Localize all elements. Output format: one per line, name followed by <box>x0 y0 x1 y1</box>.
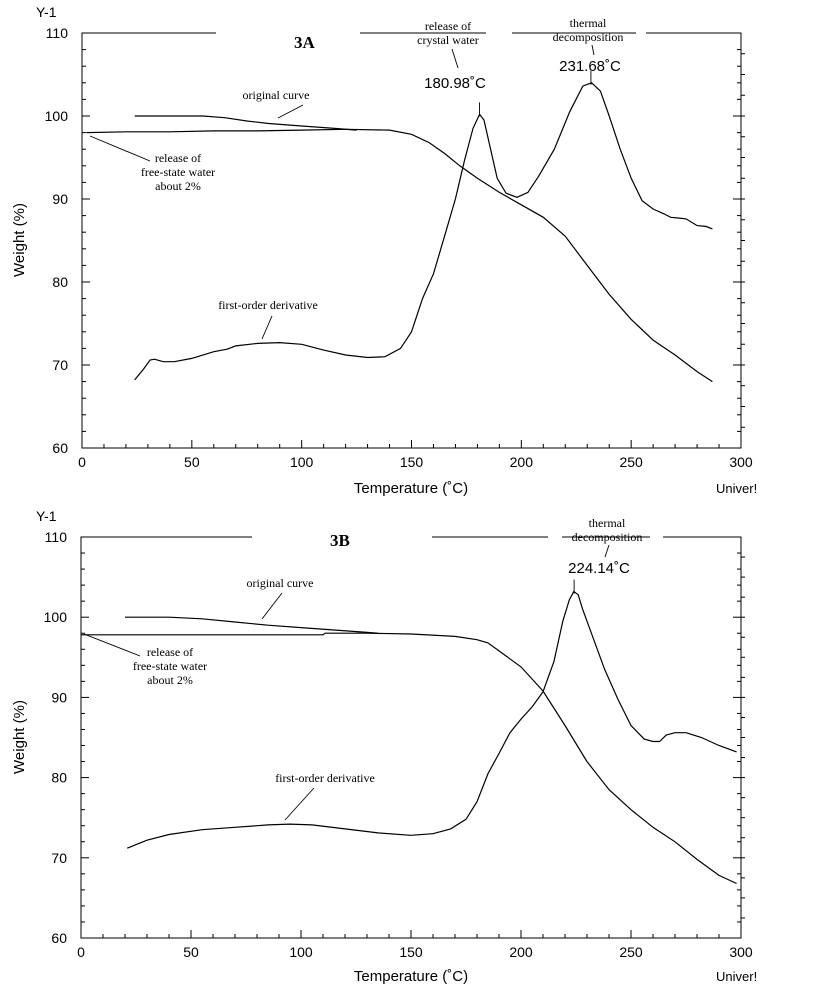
y-tick-label-3a: 70 <box>52 357 68 373</box>
y-tick-label-3b: 60 <box>51 930 67 946</box>
panel-title-3b: 3B <box>330 531 350 550</box>
y-tick-label-3b: 100 <box>44 609 68 625</box>
y-tick-labels-3b: 60 70 80 90 100 110 <box>44 529 68 946</box>
y-tick-label-3a: 110 <box>46 25 69 41</box>
x-tick-label-3b: 0 <box>77 944 85 960</box>
y-axis-tag-3a: Y-1 <box>36 4 57 20</box>
y-axis-tag-3b: Y-1 <box>36 508 57 524</box>
annot-thermal-line2-3b: decomposition <box>572 530 643 544</box>
y-tick-label-3b: 90 <box>51 689 67 705</box>
annot-free-water-line2-3b: free-state water <box>133 659 207 673</box>
peak-label-1-3b: 224.14˚C <box>568 560 630 577</box>
x-tick-label-3a: 50 <box>184 454 200 470</box>
series-original-3a <box>86 128 713 383</box>
curves-3b <box>81 590 737 885</box>
y-tick-label-3a: 80 <box>52 274 68 290</box>
ticks-3b <box>80 536 745 939</box>
leader-free-water-3a <box>89 135 151 162</box>
annot-crystal-water-line1-3a: release of <box>425 19 471 33</box>
x-tick-label-3b: 150 <box>399 944 423 960</box>
panel-title-3a: 3A <box>294 33 316 52</box>
leader-original-3a <box>277 104 304 119</box>
plot-frame-3a <box>81 32 742 449</box>
x-tick-label-3a: 100 <box>290 454 314 470</box>
annot-original-curve-3a: original curve <box>243 88 310 102</box>
x-tick-label-3b: 250 <box>619 944 643 960</box>
leader-free-water-3b <box>83 633 141 657</box>
y-tick-label-3a: 60 <box>52 440 68 456</box>
annot-thermal-line2-3a: decomposition <box>553 30 624 44</box>
annot-free-water-line2-3a: free-state water <box>141 165 215 179</box>
annot-thermal-line1-3b: thermal <box>589 516 626 530</box>
y-tick-labels-3a: 60 70 80 90 100 110 <box>45 25 69 456</box>
y-axis-label-3b: Weight (%) <box>11 700 28 774</box>
ticks-3a <box>81 32 745 449</box>
annot-thermal-line1-3a: thermal <box>570 16 607 30</box>
x-corner-label-3b: Univer! <box>716 969 757 984</box>
annot-free-water-line3-3a: about 2% <box>155 179 201 193</box>
leader-derivative-3b <box>284 787 315 821</box>
x-tick-label-3a: 300 <box>729 454 753 470</box>
peak-label-1-3a: 180.98˚C <box>424 75 486 92</box>
x-tick-label-3b: 300 <box>729 944 753 960</box>
x-tick-labels-3a: 0 50 100 150 200 250 300 <box>78 454 753 470</box>
series-derivative-3a <box>134 82 713 381</box>
x-tick-label-3b: 100 <box>289 944 313 960</box>
series-derivative-3b <box>126 590 737 849</box>
y-tick-label-3a: 90 <box>52 191 68 207</box>
leader-derivative-3a <box>261 315 273 340</box>
y-axis-label-3a: Weight (%) <box>11 203 28 277</box>
panel-3a: 0 50 100 150 200 250 300 60 70 80 90 100 110 Y-1 3A… <box>11 4 757 497</box>
leader-thermal-3b <box>604 544 610 558</box>
annot-free-water-line1-3a: release of <box>155 151 201 165</box>
annot-crystal-water-line2-3a: crystal water <box>417 33 479 47</box>
x-tick-label-3a: 200 <box>510 454 534 470</box>
x-tick-label-3a: 250 <box>619 454 643 470</box>
x-tick-label-3b: 200 <box>509 944 533 960</box>
y-tick-label-3b: 80 <box>51 770 67 786</box>
annot-derivative-3b: first-order derivative <box>275 771 375 785</box>
y-tick-label-3b: 110 <box>45 529 68 545</box>
leader-original-3b <box>261 592 283 620</box>
series-original-3b <box>81 632 737 885</box>
panel-3b: 0 50 100 150 200 250 300 60 70 80 90 100 110 Y-1 3B… <box>11 508 757 985</box>
x-tick-label-3b: 50 <box>183 944 199 960</box>
annot-free-water-line3-3b: about 2% <box>147 673 193 687</box>
peak-label-2-3a: 231.68˚C <box>559 58 621 75</box>
x-tick-label-3a: 0 <box>78 454 86 470</box>
curves-3a <box>86 82 713 383</box>
x-tick-label-3a: 150 <box>400 454 424 470</box>
y-tick-label-3a: 100 <box>45 108 69 124</box>
series-original_upper-3a <box>134 115 357 131</box>
leader-thermal-3a <box>591 44 595 56</box>
leader-crystal-water-3a <box>451 48 459 69</box>
y-tick-label-3b: 70 <box>51 850 67 866</box>
series-original_upper-3b <box>125 616 379 634</box>
x-axis-label-3a: Temperature (˚C) <box>354 480 468 497</box>
annot-original-curve-3b: original curve <box>247 576 314 590</box>
annot-free-water-line1-3b: release of <box>147 645 193 659</box>
x-corner-label-3a: Univer! <box>716 481 757 496</box>
annot-derivative-3a: first-order derivative <box>218 298 318 312</box>
x-axis-label-3b: Temperature (˚C) <box>354 968 468 985</box>
x-tick-labels-3b: 0 50 100 150 200 250 300 <box>77 944 753 960</box>
